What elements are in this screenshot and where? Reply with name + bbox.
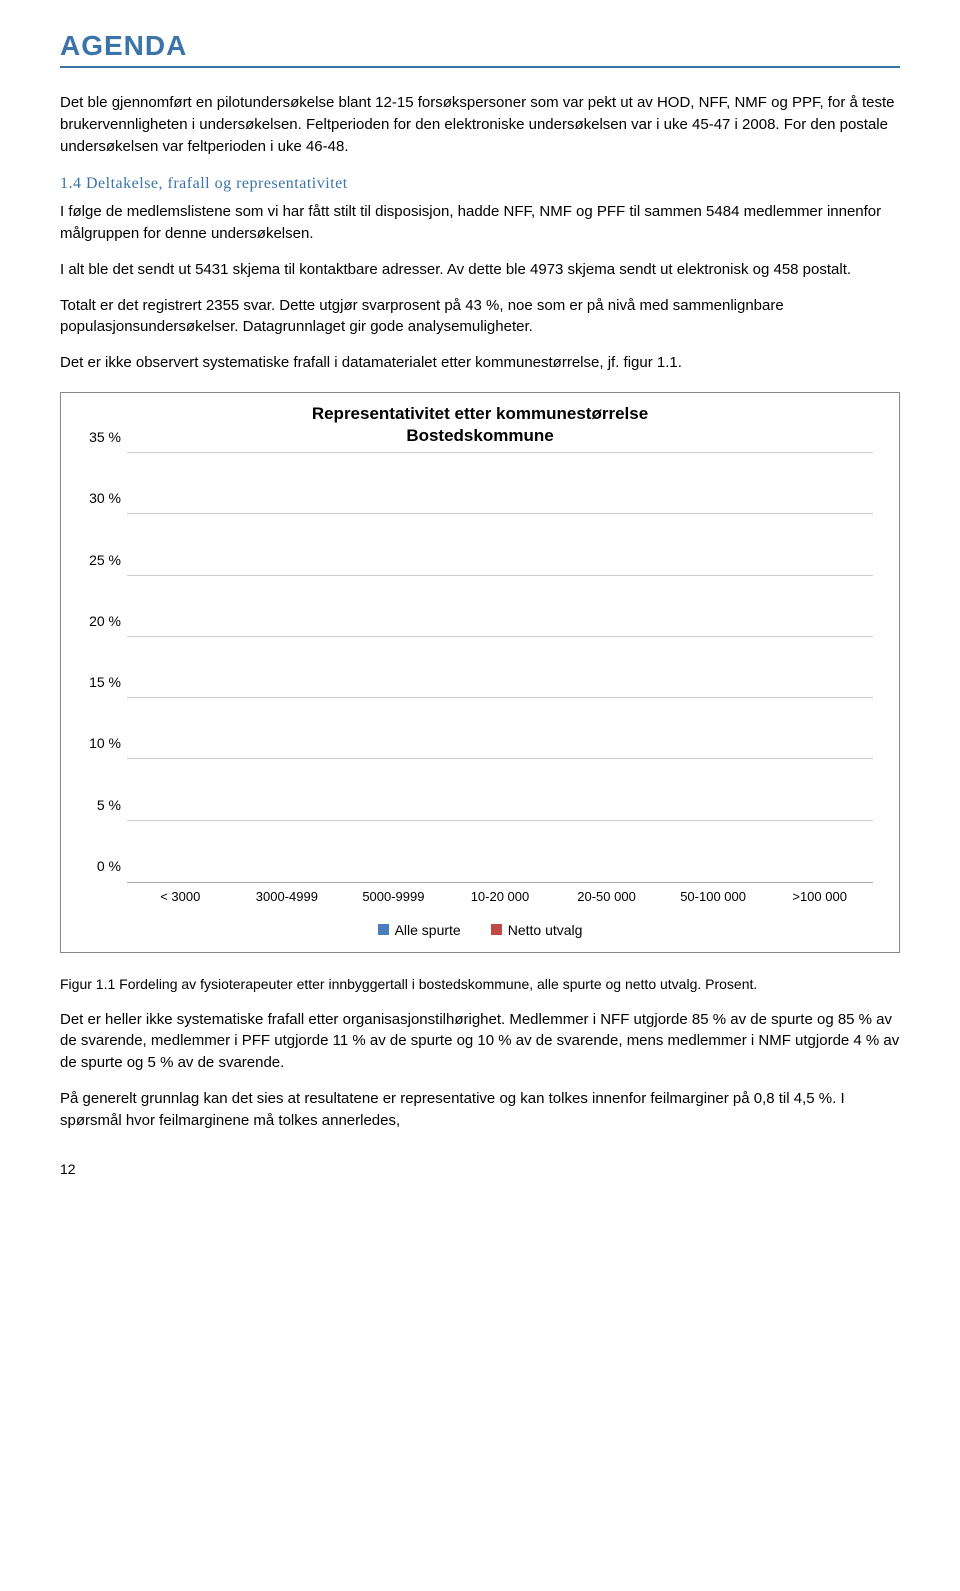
x-tick-label: < 3000 bbox=[135, 889, 225, 904]
x-tick-label: 10-20 000 bbox=[455, 889, 545, 904]
paragraph: I følge de medlemslistene som vi har fåt… bbox=[60, 201, 900, 245]
section-heading: 1.4 Deltakelse, frafall og representativ… bbox=[60, 175, 900, 193]
y-tick-label: 5 % bbox=[77, 797, 121, 813]
x-tick-label: 20-50 000 bbox=[562, 889, 652, 904]
paragraph: I alt ble det sendt ut 5431 skjema til k… bbox=[60, 259, 900, 281]
legend-swatch bbox=[491, 924, 502, 935]
y-tick-label: 10 % bbox=[77, 735, 121, 751]
gridline bbox=[127, 758, 873, 759]
legend-swatch bbox=[378, 924, 389, 935]
paragraph: På generelt grunnlag kan det sies at res… bbox=[60, 1088, 900, 1132]
legend-item: Alle spurte bbox=[378, 922, 461, 938]
gridline bbox=[127, 575, 873, 576]
page-number: 12 bbox=[60, 1161, 900, 1177]
chart-title-line: Bostedskommune bbox=[406, 426, 553, 445]
x-tick-label: >100 000 bbox=[775, 889, 865, 904]
y-tick-label: 0 % bbox=[77, 858, 121, 874]
y-tick-label: 20 % bbox=[77, 613, 121, 629]
gridline bbox=[127, 513, 873, 514]
gridline bbox=[127, 820, 873, 821]
chart-container: Representativitet etter kommunestørrelse… bbox=[60, 392, 900, 953]
gridline bbox=[127, 452, 873, 453]
gridline bbox=[127, 697, 873, 698]
plot-area: 0 %5 %10 %15 %20 %25 %30 %35 % bbox=[127, 453, 873, 883]
paragraph: Totalt er det registrert 2355 svar. Dett… bbox=[60, 295, 900, 339]
chart-title: Representativitet etter kommunestørrelse… bbox=[77, 403, 883, 447]
header-rule bbox=[60, 66, 900, 68]
y-tick-label: 35 % bbox=[77, 429, 121, 445]
y-tick-label: 30 % bbox=[77, 490, 121, 506]
paragraph: Det er heller ikke systematiske frafall … bbox=[60, 1009, 900, 1074]
x-tick-label: 3000-4999 bbox=[242, 889, 332, 904]
y-tick-label: 15 % bbox=[77, 674, 121, 690]
x-tick-label: 5000-9999 bbox=[348, 889, 438, 904]
paragraph: Det er ikke observert systematiske frafa… bbox=[60, 352, 900, 374]
x-tick-label: 50-100 000 bbox=[668, 889, 758, 904]
y-tick-label: 25 % bbox=[77, 552, 121, 568]
bar-layer bbox=[127, 453, 873, 882]
legend: Alle spurte Netto utvalg bbox=[77, 922, 883, 938]
chart-title-line: Representativitet etter kommunestørrelse bbox=[312, 404, 648, 423]
legend-item: Netto utvalg bbox=[491, 922, 583, 938]
x-axis-labels: < 3000 3000-4999 5000-9999 10-20 000 20-50 0… bbox=[127, 889, 873, 904]
paragraph: Det ble gjennomført en pilotundersøkelse… bbox=[60, 92, 900, 157]
gridline bbox=[127, 636, 873, 637]
legend-label: Netto utvalg bbox=[508, 922, 583, 938]
figure-caption: Figur 1.1 Fordeling av fysioterapeuter e… bbox=[60, 975, 900, 995]
legend-label: Alle spurte bbox=[395, 922, 461, 938]
logo: AGENDA bbox=[60, 30, 900, 62]
